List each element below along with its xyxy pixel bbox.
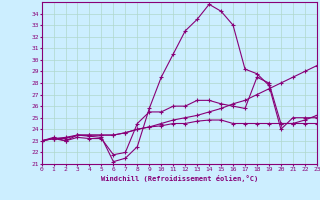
X-axis label: Windchill (Refroidissement éolien,°C): Windchill (Refroidissement éolien,°C) bbox=[100, 175, 258, 182]
